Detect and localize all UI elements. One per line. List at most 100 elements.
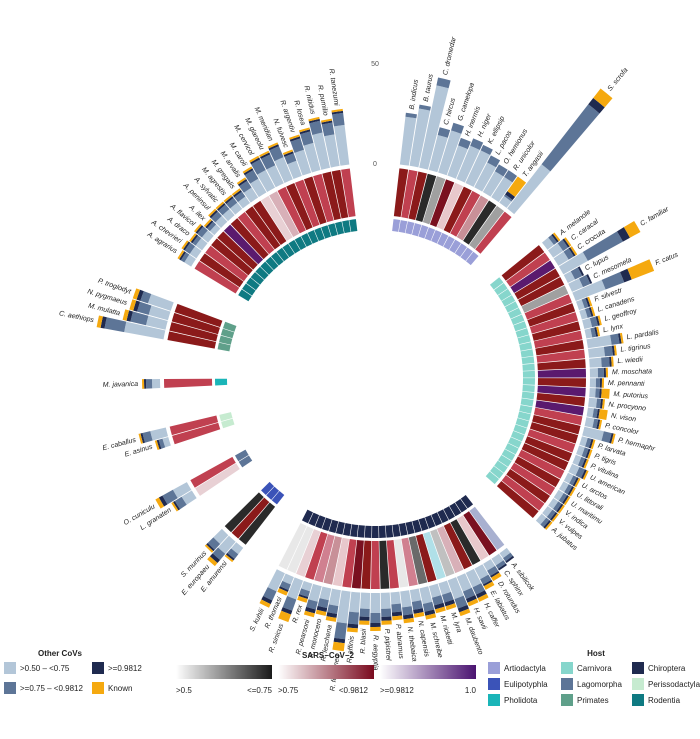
- species-label: R. losea: [292, 99, 306, 126]
- host-cell: [425, 515, 436, 529]
- cov-bar-segment: [274, 157, 293, 183]
- host-cell: [510, 430, 525, 442]
- cov-bar-segment: [497, 563, 507, 571]
- cov-bar-segment: [251, 159, 266, 175]
- cov-bar-segment: [472, 583, 485, 595]
- cov-bar-segment: [261, 595, 273, 605]
- cov-bar-segment: [597, 367, 604, 378]
- cov-bar-segment: [231, 542, 244, 555]
- cov-bar-segment: [474, 564, 489, 580]
- species-label: N. thebaica: [406, 626, 418, 662]
- cov-bar-segment: [308, 583, 322, 602]
- cov-bar-segment: [326, 612, 338, 618]
- cov-bar-segment: [171, 502, 179, 512]
- cov-bar-segment: [249, 155, 260, 163]
- host-cell: [215, 378, 228, 386]
- host-cell: [276, 247, 289, 262]
- cov-bar-segment: [425, 613, 437, 620]
- cov-bar-segment: [259, 599, 271, 608]
- legend-title-sars: SARS−CoV−2: [302, 651, 355, 660]
- cov-bar-segment: [588, 346, 605, 358]
- cov-bar-segment: [180, 252, 190, 263]
- cov-bar-segment: [317, 598, 329, 609]
- species-label: R. aegyptia: [372, 635, 379, 671]
- cov-bar-segment: [370, 612, 381, 623]
- cov-bar-segment: [556, 503, 564, 513]
- legend-swatch: [4, 682, 16, 694]
- sars-cell: [529, 422, 579, 444]
- cov-bar-segment: [613, 345, 617, 356]
- species-label: C. aethiops: [58, 310, 95, 324]
- cov-bar-segment: [195, 225, 204, 234]
- cov-bar-segment: [227, 548, 239, 559]
- host-cell: [431, 512, 443, 526]
- host-cell: [328, 519, 339, 534]
- host-cell: [234, 449, 249, 462]
- sars-cell: [469, 205, 505, 250]
- cov-bar-segment: [347, 611, 359, 625]
- species-segment: P. abramus: [385, 525, 404, 660]
- cov-bar-segment: [601, 271, 625, 290]
- species-label: M. pennanti: [608, 380, 645, 388]
- host-cell: [465, 251, 479, 266]
- legend-swatch: [92, 682, 104, 694]
- sars-cell: [199, 253, 244, 288]
- cov-bar-segment: [603, 345, 613, 357]
- cov-bar-segment: [298, 127, 310, 133]
- host-cell: [343, 523, 352, 536]
- cov-bar-segment: [138, 433, 143, 444]
- sars-cell: [253, 200, 287, 246]
- cov-bar-segment: [438, 580, 451, 595]
- host-cell: [335, 221, 345, 235]
- cov-bar-segment: [494, 164, 508, 177]
- cov-bar-segment: [462, 587, 476, 600]
- species-label: N. procyono: [608, 401, 646, 412]
- cov-bar-segment: [309, 120, 323, 135]
- cov-bar-segment: [553, 251, 569, 266]
- host-cell: [517, 335, 531, 345]
- cov-bar-segment: [287, 577, 304, 600]
- cov-bar-segment: [260, 152, 271, 159]
- cov-bar-segment: [243, 168, 254, 176]
- cov-bar-segment: [562, 495, 569, 505]
- cov-bar-segment: [243, 187, 259, 203]
- sars-cell: [510, 462, 556, 496]
- cov-bar-segment: [599, 388, 602, 399]
- host-cell: [522, 370, 535, 378]
- host-cell: [405, 221, 415, 235]
- cov-bar-segment: [590, 306, 596, 317]
- species-segment: C. crocuta: [497, 228, 607, 301]
- cov-bar-segment: [413, 612, 425, 618]
- cov-bar-segment: [596, 398, 602, 409]
- species-segment: R. affinis: [346, 525, 365, 663]
- cov-bar-segment: [290, 138, 304, 153]
- host-cell: [314, 227, 325, 242]
- sars-cell: [379, 540, 390, 589]
- cov-bar-segment: [226, 197, 238, 209]
- cov-bar-segment: [590, 439, 596, 450]
- cov-bar-segment: [458, 137, 471, 150]
- cov-bar-segment: [569, 487, 576, 497]
- species-segment: P. pipistrel: [378, 525, 392, 661]
- cov-bar-segment: [181, 240, 189, 250]
- sars-cell: [401, 537, 418, 587]
- cov-bar-segment: [260, 154, 276, 170]
- cov-bar-segment: [499, 547, 511, 559]
- cov-bar-segment: [585, 437, 592, 448]
- cov-bar-segment: [588, 397, 598, 408]
- host-cell: [505, 443, 519, 455]
- species-segment: P. concolor: [519, 404, 640, 436]
- sars-cell: [401, 169, 418, 219]
- cov-bar-segment: [581, 458, 588, 468]
- cov-bar-segment: [487, 155, 501, 168]
- cov-bar-segment: [300, 131, 314, 146]
- cov-bar-segment: [315, 609, 327, 616]
- host-cell: [515, 328, 529, 338]
- legend-swatch: [4, 662, 16, 674]
- host-cell: [238, 289, 252, 302]
- cov-bar-segment: [465, 595, 477, 603]
- cov-bar-segment: [282, 595, 297, 611]
- species-segment: N. procyono: [521, 391, 646, 413]
- cov-bar-segment: [610, 333, 620, 345]
